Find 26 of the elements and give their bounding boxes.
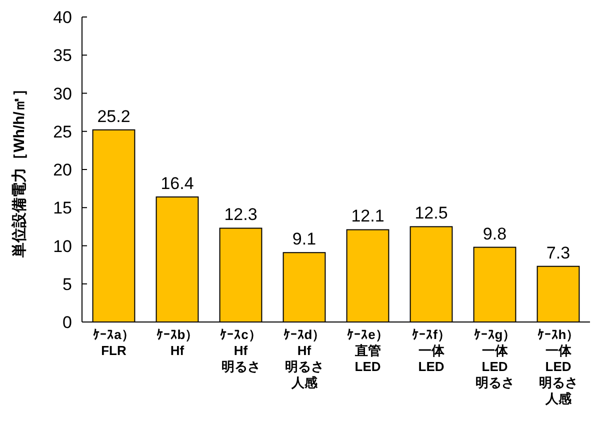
y-tick-label: 5: [62, 274, 72, 294]
data-label: 12.3: [224, 205, 258, 224]
data-label: 9.8: [482, 224, 507, 244]
y-tick-label: 20: [53, 160, 72, 180]
data-label: 7.3: [546, 243, 570, 262]
x-tick-label: ｹｰｽc） Hf 明るさ: [219, 327, 262, 375]
y-tick-label: 10: [53, 236, 72, 256]
x-tick-label: ｹｰｽd） Hf 明るさ人感: [282, 327, 326, 391]
y-tick-label: 25: [53, 122, 72, 142]
data-label: 25.2: [97, 106, 130, 126]
y-tick-label: 15: [53, 198, 72, 218]
x-tick-label: ｹｰｽg）一体 LED 明るさ: [472, 327, 517, 391]
data-label: 9.1: [292, 230, 316, 249]
data-label: 12.5: [414, 204, 448, 223]
data-label: 12.1: [351, 206, 384, 226]
x-tick-label: ｹｰｽf）一体 LED: [411, 327, 452, 375]
y-axis-title: 単位設備電力［Wh/h/㎡］: [11, 82, 28, 258]
y-tick-label: 40: [53, 8, 72, 27]
data-label: 16.4: [160, 174, 194, 193]
x-tick-label: ｹｰｽa） FLR: [92, 327, 136, 359]
y-tick-label: 0: [62, 313, 72, 332]
y-tick-label: 35: [53, 46, 72, 66]
x-tick-label: ｹｰｽh）一体 LED 明るさ人感: [536, 327, 580, 407]
x-tick-label: ｹｰｽb） Hf: [155, 327, 200, 359]
y-tick-label: 30: [53, 84, 72, 104]
x-tick-label: ｹｰｽe）直管 LED: [346, 327, 390, 375]
